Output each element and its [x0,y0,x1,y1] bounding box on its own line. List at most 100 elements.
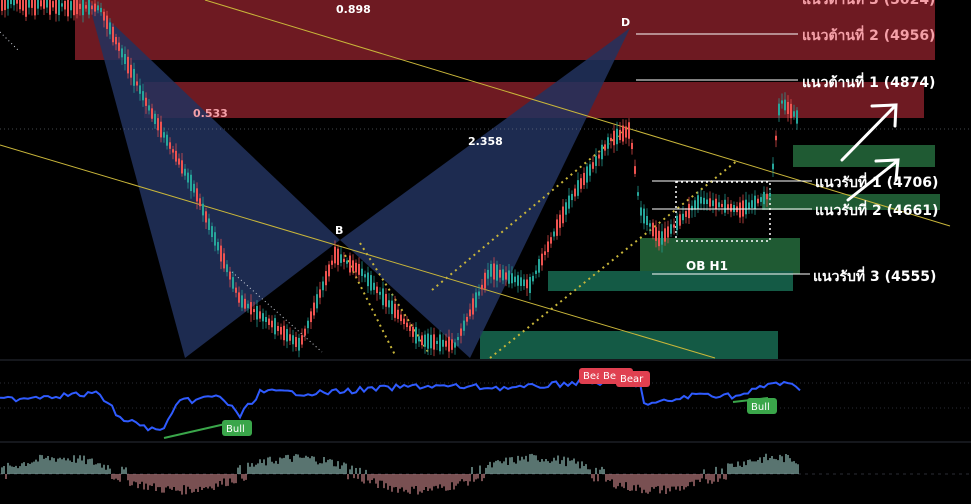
candle [175,150,177,162]
candle [40,0,42,7]
candle [136,81,138,86]
candle [676,215,678,231]
candle [502,269,504,281]
candle [571,193,573,201]
candle [205,211,207,223]
candle [184,168,186,176]
candle [292,335,294,345]
candle [316,294,318,309]
candle [49,0,51,15]
candle [208,218,210,230]
candle [448,336,450,352]
support-zone-2 [762,194,940,210]
candle [394,303,396,318]
candle [430,334,432,349]
candle [586,166,588,183]
candles-group [1,0,798,358]
candle [166,134,168,146]
candle [10,0,12,5]
candle [151,108,153,119]
candle [148,105,150,111]
candle [367,272,369,287]
candle [103,11,105,21]
candle [709,198,711,207]
candle [550,237,552,244]
candle [631,142,633,150]
candle [442,339,444,347]
candle [124,54,126,64]
support-zone-upper [793,145,935,167]
candle [727,204,729,210]
candle [229,271,231,280]
candle [682,213,684,221]
candle [559,214,561,228]
candle [541,253,543,266]
candle [202,203,204,216]
candle [526,279,528,289]
candle [193,183,195,193]
up-arrow-icon [840,103,898,162]
candle [697,195,699,209]
resistance-1-label: แนวต้านที่ 1 (4874) [802,72,935,91]
candle [646,216,648,225]
candle [130,64,132,78]
candle [490,264,492,277]
candle [391,300,393,315]
candle [319,289,321,298]
candle [223,253,225,269]
candle [493,263,495,280]
candle [37,0,39,9]
candle [307,320,309,329]
candle [499,269,501,278]
candle [127,56,129,74]
candle [7,0,9,9]
candle [217,242,219,251]
candle [238,292,240,303]
candle [274,318,276,335]
channel-dotted-upper [431,125,631,291]
candle [337,248,339,265]
support-1-label: แนวรับที่ 1 (4706) [815,172,938,191]
candle [121,48,123,58]
candle [664,228,666,242]
candle [358,263,360,275]
candle [616,128,618,145]
candle [76,0,78,15]
bear-badge-bg [616,371,650,387]
candle [565,202,567,215]
candle [640,207,642,216]
candle [340,254,342,263]
candle [43,0,45,9]
candle [487,269,489,279]
candle [31,0,33,8]
trendline-lower [0,144,716,359]
candle [67,0,69,17]
candle [262,313,264,322]
rsi-line [0,377,801,432]
candle [772,163,774,170]
candle [25,0,27,17]
support-3-label: แนวรับที่ 3 (4555) [813,266,936,285]
candle [22,0,24,11]
candle [397,309,399,319]
candle [418,336,420,342]
candle [484,272,486,289]
candle [652,222,654,237]
candle [454,342,456,348]
candle [412,326,414,337]
candle [295,337,297,347]
candle [301,335,303,345]
candle [157,118,159,131]
candle [601,144,603,160]
candle [544,251,546,255]
candle [505,272,507,280]
candle [460,328,462,336]
candle [100,7,102,13]
candle [661,231,663,245]
candle [169,142,171,149]
candle [28,0,30,8]
candle [523,279,525,287]
candle [181,160,183,174]
candle [643,208,645,224]
fib-ratio-label: 0.898 [336,3,371,16]
